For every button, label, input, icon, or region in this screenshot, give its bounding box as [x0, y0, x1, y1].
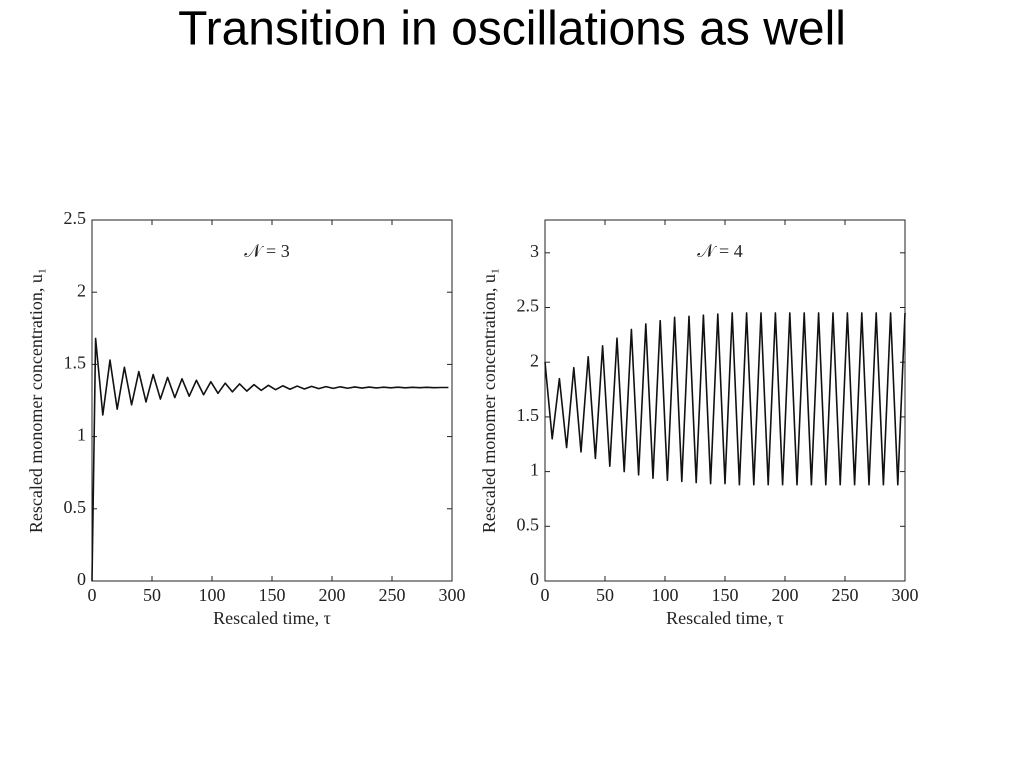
y-tick-label: 2: [530, 350, 539, 370]
x-tick-label: 100: [652, 585, 679, 605]
x-axis-label: Rescaled time, τ: [666, 608, 784, 628]
x-tick-label: 200: [319, 585, 346, 605]
y-tick-label: 2: [77, 280, 86, 300]
x-tick-label: 250: [832, 585, 859, 605]
y-tick-label: 0.5: [517, 514, 540, 534]
annotation: 𝒩 = 4: [697, 241, 742, 261]
x-tick-label: 300: [892, 585, 919, 605]
x-tick-label: 200: [772, 585, 799, 605]
x-tick-label: 50: [143, 585, 161, 605]
y-tick-label: 1: [77, 425, 86, 445]
x-tick-label: 0: [541, 585, 550, 605]
y-tick-label: 1.5: [517, 405, 540, 425]
x-tick-label: 0: [88, 585, 97, 605]
data-line: [544, 312, 906, 486]
y-axis-label: Rescaled monomer concentration, u₁: [26, 268, 46, 533]
y-axis-label: Rescaled monomer concentration, u₁: [479, 268, 499, 533]
y-tick-label: 0: [77, 569, 86, 589]
y-tick-label: 2.5: [517, 296, 540, 316]
y-tick-label: 0: [530, 569, 539, 589]
x-axis-label: Rescaled time, τ: [213, 608, 331, 628]
x-tick-label: 150: [712, 585, 739, 605]
x-tick-label: 150: [259, 585, 286, 605]
y-tick-label: 1.5: [64, 353, 87, 373]
x-tick-label: 250: [379, 585, 406, 605]
y-tick-label: 1: [530, 460, 539, 480]
annotation: 𝒩 = 3: [244, 241, 289, 261]
y-tick-label: 3: [530, 241, 539, 261]
slide-title: Transition in oscillations as well: [178, 3, 846, 56]
y-tick-label: 2.5: [64, 208, 87, 228]
x-tick-label: 300: [439, 585, 466, 605]
y-tick-label: 0.5: [64, 497, 87, 517]
data-line: [91, 337, 449, 582]
x-tick-label: 50: [596, 585, 614, 605]
x-tick-label: 100: [199, 585, 226, 605]
